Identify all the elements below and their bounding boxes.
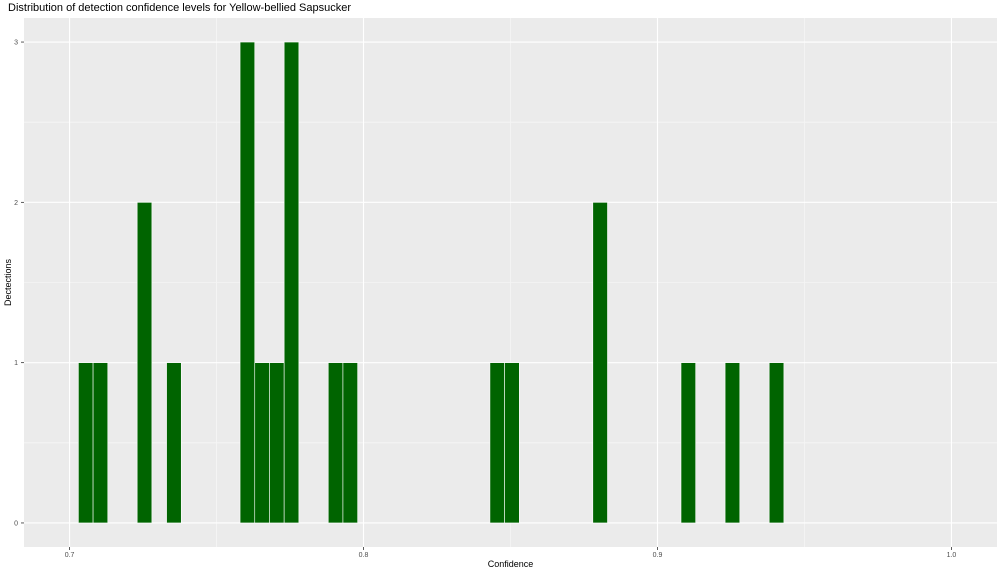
x-tick-label: 0.7 — [65, 552, 75, 559]
x-tick-label: 1.0 — [947, 552, 957, 559]
y-tick-label: 3 — [14, 40, 18, 47]
histogram-bar — [768, 362, 785, 524]
y-tick-label: 0 — [14, 520, 18, 527]
histogram-bar — [504, 362, 520, 524]
histogram-bar — [92, 362, 109, 524]
histogram-bar — [342, 362, 358, 524]
histogram-bar — [592, 202, 608, 524]
histogram-bar — [78, 362, 94, 524]
x-tick-label: 0.9 — [653, 552, 663, 559]
x-axis-title: Confidence — [488, 559, 534, 569]
histogram-bar — [269, 362, 285, 524]
histogram-bar — [680, 362, 696, 524]
histogram-bar — [283, 41, 300, 524]
histogram-bar — [489, 362, 505, 524]
x-tick-label: 0.8 — [359, 552, 369, 559]
histogram-bar — [254, 362, 270, 524]
histogram-bar — [136, 202, 153, 524]
histogram-bar — [166, 362, 182, 524]
y-axis-title: Dectections — [3, 258, 13, 306]
chart-title: Distribution of detection confidence lev… — [8, 2, 352, 14]
y-tick-label: 1 — [14, 360, 18, 367]
histogram-bar — [724, 362, 741, 524]
y-tick-label: 2 — [14, 200, 18, 207]
histogram-bar — [239, 41, 256, 524]
histogram-bar — [327, 362, 344, 524]
